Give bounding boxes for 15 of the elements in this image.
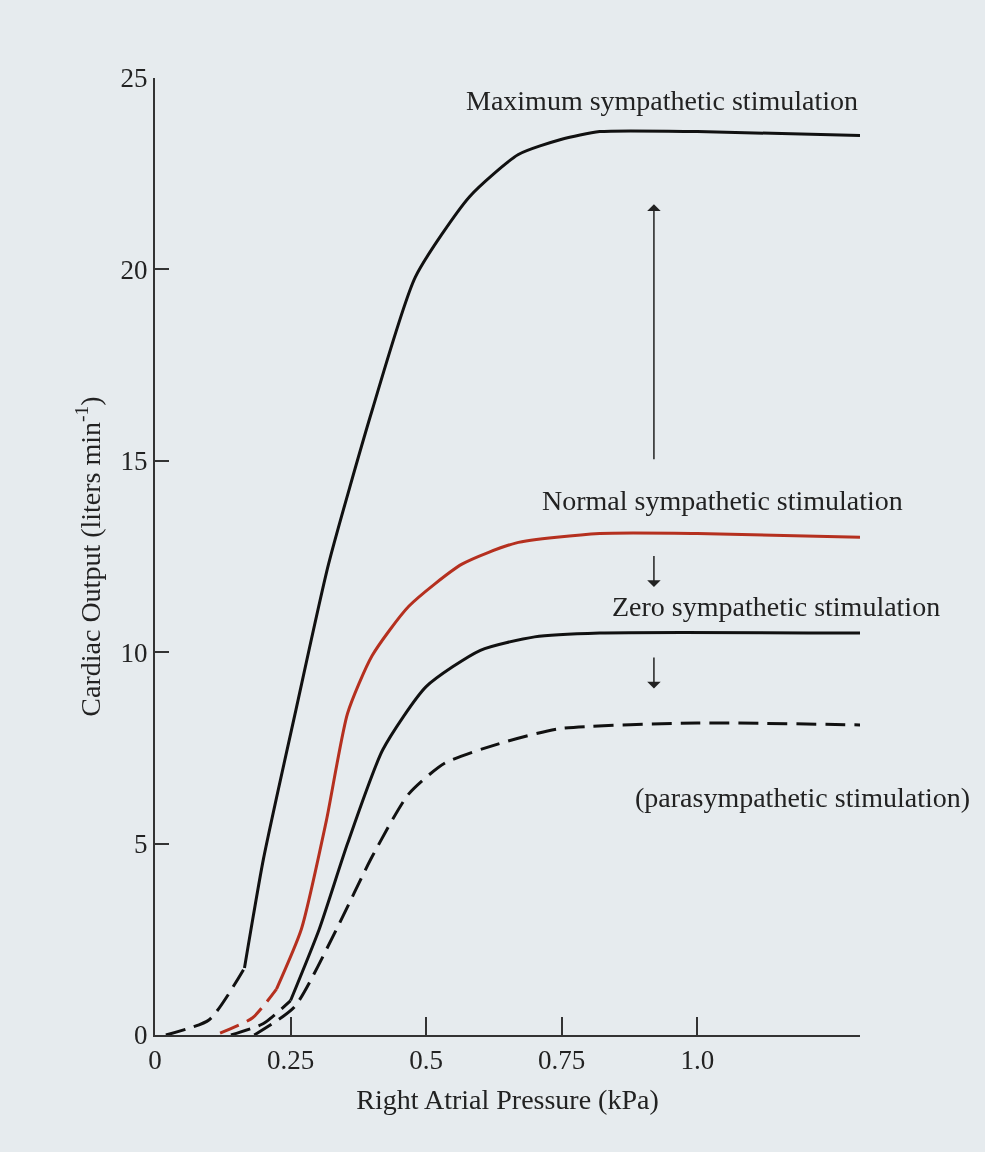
y-tick-label: 25 xyxy=(120,63,148,94)
x-tick-label: 1.0 xyxy=(680,1045,715,1076)
y-tick-label: 0 xyxy=(134,1020,148,1051)
series-label: Maximum sympathetic stimulation xyxy=(466,85,858,116)
series-label: Normal sympathetic stimulation xyxy=(542,485,903,516)
y-tick-label: 20 xyxy=(120,254,148,285)
x-tick-label: 0.75 xyxy=(538,1045,586,1076)
y-tick-label: 15 xyxy=(120,446,148,477)
text: (parasympathetic stimulation) xyxy=(635,782,971,813)
x-tick-label: 0.5 xyxy=(409,1045,444,1076)
x-axis-title: Right Atrial Pressure (kPa) xyxy=(356,1084,659,1115)
y-tick-label: 10 xyxy=(120,637,148,668)
series-label: Zero sympathetic stimulation xyxy=(612,591,941,622)
x-tick-label: 0.25 xyxy=(266,1045,315,1076)
y-tick-label: 5 xyxy=(134,829,148,860)
